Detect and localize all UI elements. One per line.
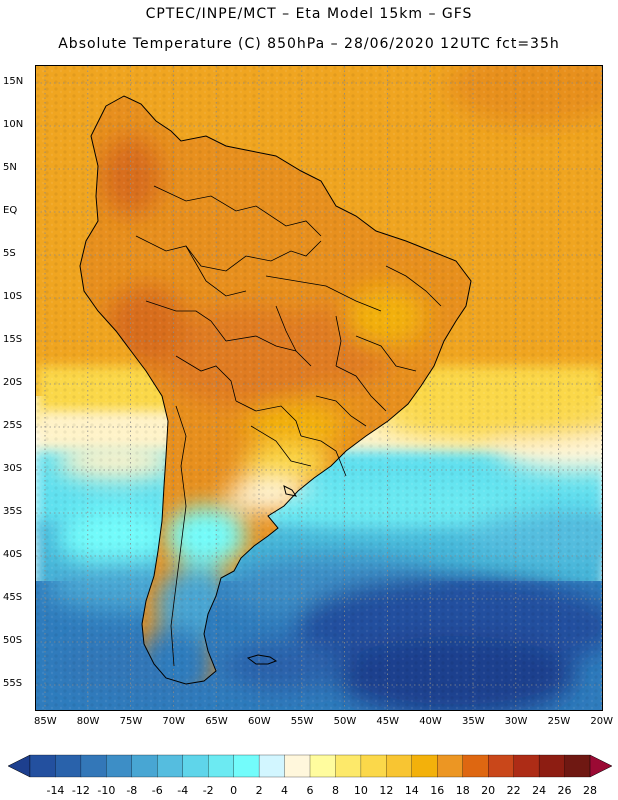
latitude-label: 15N xyxy=(3,76,24,87)
longitude-label: 70W xyxy=(162,716,186,727)
colorbar-label: 18 xyxy=(455,784,470,797)
colorbar-swatch xyxy=(386,754,413,778)
longitude-label: 50W xyxy=(333,716,357,727)
colorbar-arrow-low xyxy=(7,754,31,778)
colorbar-swatch xyxy=(360,754,387,778)
title-line-2: Absolute Temperature (C) 850hPa – 28/06/… xyxy=(58,36,560,52)
latitude-label: 15S xyxy=(3,334,23,345)
longitude-label: 45W xyxy=(376,716,400,727)
colorbar-swatch xyxy=(55,754,82,778)
longitude-label: 60W xyxy=(248,716,271,727)
country-borders xyxy=(135,185,442,667)
colorbar-label: 10 xyxy=(353,784,368,797)
colorbar-label: -14 xyxy=(46,784,65,797)
colorbar-swatch xyxy=(106,754,133,778)
latitude-label: 30S xyxy=(3,463,23,474)
longitude-label: 25W xyxy=(547,716,571,727)
longitude-label: 35W xyxy=(462,716,485,727)
colorbar-label: -6 xyxy=(151,784,163,797)
title-line-1: CPTEC/INPE/MCT – Eta Model 15km – GFS xyxy=(145,6,473,22)
colorbar-swatches xyxy=(7,754,613,778)
colorbar-swatch xyxy=(513,754,540,778)
colorbar: -14 -12 -10 -8 -6 -4 -2 0 2 4 6 8 10 12 14 16 18 20 22 24 26… xyxy=(0,748,618,800)
latitude-label: 10N xyxy=(3,119,24,130)
colorbar-label: 14 xyxy=(404,784,419,797)
colorbar-label: 28 xyxy=(583,784,597,797)
lat-lon-grid xyxy=(36,66,602,710)
colorbar-swatch xyxy=(157,754,184,778)
latitude-label: 35S xyxy=(3,506,23,517)
colorbar-label: 2 xyxy=(255,784,263,797)
colorbar-label: 12 xyxy=(379,784,394,797)
colorbar-swatch xyxy=(411,754,438,778)
colorbar-swatch xyxy=(564,754,591,778)
colorbar-swatch xyxy=(182,754,209,778)
colorbar-label: -4 xyxy=(177,784,189,797)
colorbar-swatch xyxy=(309,754,336,778)
colorbar-swatch xyxy=(284,754,311,778)
colorbar-swatch xyxy=(258,754,285,778)
latitude-label: EQ xyxy=(3,205,18,216)
colorbar-label: -8 xyxy=(126,784,138,797)
colorbar-label: 20 xyxy=(481,784,496,797)
longitude-label: 20W xyxy=(590,716,614,727)
latitude-label: 40S xyxy=(3,549,23,560)
colorbar-label: 22 xyxy=(506,784,521,797)
colorbar-label: 6 xyxy=(306,784,314,797)
colorbar-swatch xyxy=(131,754,158,778)
latitude-label: 5N xyxy=(3,162,17,173)
colorbar-swatch xyxy=(538,754,565,778)
colorbar-label: 4 xyxy=(281,784,289,797)
colorbar-label: 24 xyxy=(532,784,547,797)
colorbar-swatch xyxy=(462,754,489,778)
colorbar-label: -10 xyxy=(97,784,116,797)
latitude-label: 5S xyxy=(3,248,16,259)
falkland-islands xyxy=(246,654,278,665)
latitude-label: 20S xyxy=(3,377,23,388)
longitude-label: 80W xyxy=(76,716,100,727)
longitude-label: 55W xyxy=(290,716,314,727)
colorbar-label: 16 xyxy=(430,784,445,797)
colorbar-label: 0 xyxy=(230,784,238,797)
longitude-label: 65W xyxy=(205,716,228,727)
colorbar-swatch xyxy=(488,754,515,778)
colorbar-label: 8 xyxy=(331,784,339,797)
latitude-label: 10S xyxy=(3,291,23,302)
colorbar-swatch xyxy=(233,754,260,778)
colorbar-arrow-high xyxy=(589,754,613,778)
colorbar-swatch xyxy=(80,754,107,778)
latitude-label: 55S xyxy=(3,678,23,689)
colorbar-swatch xyxy=(29,754,56,778)
temperature-map xyxy=(36,66,602,710)
colorbar-label: -12 xyxy=(71,784,90,797)
latitude-label: 25S xyxy=(3,420,23,431)
longitude-label: 85W xyxy=(34,716,57,727)
colorbar-label: -2 xyxy=(202,784,214,797)
colorbar-swatch xyxy=(208,754,235,778)
latitude-label: 50S xyxy=(3,635,23,646)
latitude-label: 45S xyxy=(3,592,23,603)
map-frame xyxy=(35,65,603,711)
colorbar-label: 26 xyxy=(557,784,572,797)
longitude-label: 30W xyxy=(504,716,528,727)
colorbar-swatch xyxy=(335,754,362,778)
texture xyxy=(36,66,602,710)
longitude-label: 40W xyxy=(419,716,442,727)
coastline xyxy=(79,95,472,685)
patos-lagoon xyxy=(283,485,298,497)
colorbar-swatch xyxy=(437,754,464,778)
longitude-label: 75W xyxy=(119,716,143,727)
